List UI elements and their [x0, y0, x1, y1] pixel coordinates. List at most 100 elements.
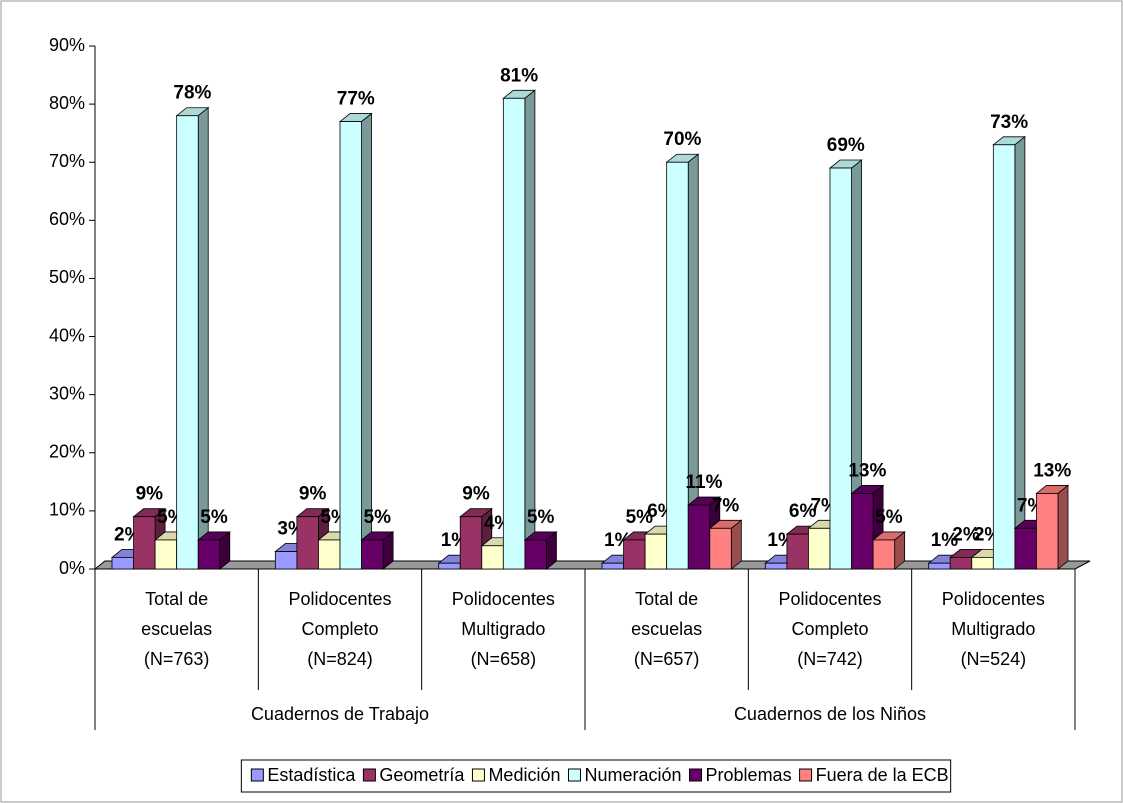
y-tick-label: 0% — [59, 558, 85, 578]
x-tick-label: (N=658) — [471, 649, 537, 669]
bar-front — [176, 115, 199, 570]
bar-side — [524, 89, 536, 570]
legend-label: Fuera de la ECB — [816, 765, 949, 785]
bar-side — [1057, 484, 1069, 570]
bar-front — [764, 562, 788, 570]
bar-front — [829, 167, 852, 570]
x-tick-label: Completo — [301, 619, 378, 639]
x-tick-label: Completo — [791, 619, 868, 639]
bar-front — [361, 539, 384, 570]
legend-swatch — [799, 768, 813, 782]
x-tick-label: Multigrado — [461, 619, 545, 639]
bar — [360, 531, 395, 570]
x-tick-label: Polidocentes — [942, 589, 1045, 609]
bar-front — [197, 539, 221, 570]
bar-front — [971, 556, 994, 570]
bar-front — [481, 545, 504, 570]
x-tick-label: (N=524) — [961, 649, 1027, 669]
bar-side — [730, 519, 742, 570]
x-tick-label: (N=657) — [634, 649, 700, 669]
x-tick-label: escuelas — [141, 619, 212, 639]
y-tick-label: 80% — [49, 93, 85, 113]
x-tick-label: escuelas — [631, 619, 702, 639]
legend-swatch — [567, 768, 581, 782]
legend-swatch — [362, 768, 376, 782]
legend-swatch — [471, 768, 485, 782]
legend-label: Estadística — [267, 765, 356, 785]
bar-front — [296, 516, 319, 570]
value-label: 5% — [527, 507, 555, 528]
bar-front — [808, 527, 831, 570]
bar — [502, 89, 537, 570]
bar-front — [133, 516, 156, 570]
legend: Estadística Geometría Medición Numeración Pr… — [240, 759, 952, 793]
legend-box — [240, 759, 952, 793]
x-tick-label: (N=763) — [144, 649, 210, 669]
value-label: 5% — [364, 507, 392, 528]
bar-front — [623, 539, 646, 570]
x-tick-label: Multigrado — [951, 619, 1035, 639]
bar-front — [1014, 527, 1037, 570]
bar-front — [851, 493, 874, 570]
value-label: 11% — [686, 472, 723, 493]
legend-label: Numeración — [584, 765, 681, 785]
x-tick-label: Total de — [635, 589, 698, 609]
legend-label: Medición — [488, 765, 560, 785]
value-label: 70% — [663, 129, 701, 150]
x-tick-label: Polidocentes — [778, 589, 881, 609]
bar-front — [339, 121, 362, 570]
bar-front — [872, 539, 896, 570]
bar-front — [601, 562, 624, 570]
y-tick-label: 40% — [49, 325, 85, 345]
bar-front — [992, 144, 1016, 570]
legend-label: Problemas — [706, 765, 792, 785]
bar — [1035, 484, 1070, 570]
value-label: 77% — [337, 89, 375, 110]
bar-front — [949, 556, 973, 570]
bar-front — [502, 97, 526, 570]
y-tick-label: 50% — [49, 267, 85, 287]
value-label: 81% — [500, 65, 538, 86]
value-label: 9% — [462, 484, 490, 505]
bar — [992, 135, 1027, 570]
y-tick-label: 30% — [49, 383, 85, 403]
value-label: 73% — [990, 112, 1028, 133]
value-label: 9% — [136, 484, 164, 505]
y-tick-label: 20% — [49, 442, 85, 462]
value-label: 5% — [875, 507, 903, 528]
bar-front — [274, 551, 298, 570]
x-tick-label: Total de — [145, 589, 208, 609]
bar-front — [928, 562, 951, 570]
bar-side — [197, 106, 209, 570]
value-label: 69% — [827, 135, 865, 156]
value-label: 13% — [848, 460, 886, 481]
bar-front — [709, 527, 732, 570]
bar-side — [361, 112, 372, 570]
value-label: 5% — [626, 507, 654, 528]
value-label: 2% — [952, 524, 980, 545]
group-label: Cuadernos de Trabajo — [251, 704, 429, 724]
y-tick-label: 70% — [49, 151, 85, 171]
y-tick-label: 90% — [49, 35, 85, 55]
bar — [871, 531, 906, 570]
bar — [175, 106, 210, 570]
value-label: 1% — [931, 530, 959, 551]
legend-swatch — [250, 768, 264, 782]
x-tick-label: (N=742) — [797, 649, 863, 669]
bar-front — [524, 539, 547, 570]
legend-swatch — [689, 768, 703, 782]
bar — [523, 531, 558, 570]
bar — [828, 159, 863, 570]
bar-front — [459, 516, 483, 570]
value-label: 78% — [173, 83, 211, 104]
y-tick-label: 60% — [49, 209, 85, 229]
x-tick-label: (N=824) — [307, 649, 373, 669]
bar-front — [666, 161, 689, 570]
y-tick-label: 10% — [49, 500, 85, 520]
legend-label: Geometría — [379, 765, 465, 785]
x-tick-label: Polidocentes — [288, 589, 391, 609]
bar — [665, 153, 700, 570]
bar — [197, 531, 231, 570]
bar-front — [438, 562, 461, 570]
